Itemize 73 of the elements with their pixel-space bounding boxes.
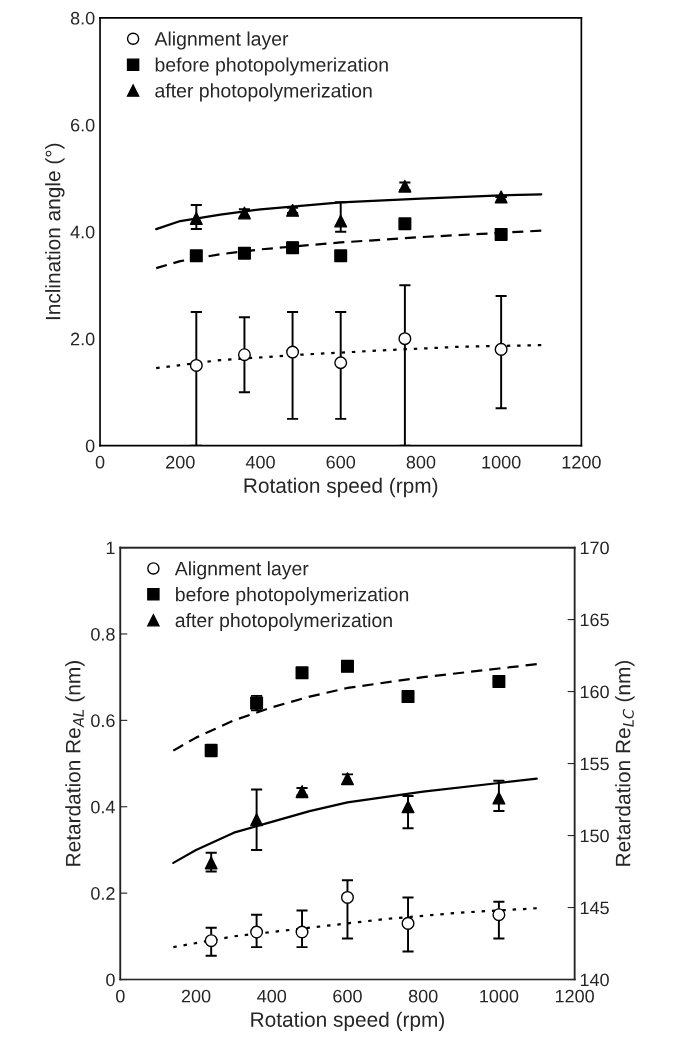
line-series — [172, 663, 538, 752]
x-tick-label: 400 — [257, 989, 287, 1003]
x-tick-label: 1000 — [482, 455, 521, 469]
point — [204, 934, 218, 948]
x-axis-title: Rotation speed (rpm) — [251, 1011, 445, 1032]
point — [492, 908, 506, 922]
x-tick-label: 800 — [406, 455, 436, 469]
point — [334, 249, 348, 263]
legend-label: before photopolymerization — [176, 587, 409, 606]
point — [401, 916, 415, 930]
y-tick-label: 6.0 — [71, 118, 95, 132]
y2-tick-label: 145 — [580, 901, 609, 915]
point — [189, 211, 203, 225]
x-axis-title: Rotation speed (rpm) — [244, 477, 438, 498]
y2-axis-title: Retardation Re$_{LC}$ (nm) — [615, 661, 635, 866]
point — [401, 690, 415, 704]
point — [398, 332, 412, 346]
point — [340, 659, 354, 673]
y2-tick-label: 170 — [580, 541, 609, 555]
x-tick-label: 0 — [116, 989, 125, 1003]
x-tick-label: 1000 — [480, 989, 519, 1003]
y-tick-label: 0.6 — [91, 714, 115, 728]
point — [250, 925, 264, 939]
point — [494, 227, 508, 241]
y-tick-label: 0.8 — [91, 627, 115, 641]
point — [492, 791, 506, 805]
y-tick-label: 0.4 — [91, 800, 115, 814]
x-tick-label: 1200 — [555, 989, 594, 1003]
y-axis-title: Retardation Re$_{AL}$ (nm) — [65, 661, 85, 866]
point — [334, 214, 348, 228]
y-tick-label: 4.0 — [70, 225, 95, 239]
x-tick-label: 1200 — [562, 455, 601, 469]
legend-label: before photopolymerization — [155, 57, 388, 76]
y2-tick-label: 140 — [580, 973, 609, 987]
y-tick-label: 0 — [85, 439, 95, 453]
point — [334, 356, 348, 370]
legend-label: after photopolymerization — [155, 83, 372, 102]
y2-tick-label: 150 — [580, 829, 609, 843]
x-tick-label: 200 — [166, 455, 195, 469]
line-series — [172, 777, 538, 865]
y-tick-label: 0 — [106, 973, 115, 987]
y-tick-label: 2.0 — [71, 332, 95, 346]
point — [204, 856, 218, 870]
point — [340, 890, 354, 904]
x-tick-label: 800 — [408, 989, 438, 1003]
point — [286, 345, 300, 359]
point — [189, 358, 203, 372]
point — [237, 246, 251, 260]
legend-label: Alignment layer — [154, 31, 289, 50]
y2-tick-label: 155 — [580, 757, 609, 771]
y-axis-title: Inclination angle (°) — [45, 143, 65, 320]
y2-tick-label: 165 — [580, 613, 609, 627]
y2-tick-label: 160 — [580, 685, 609, 699]
point — [189, 249, 203, 263]
x-tick-label: 400 — [245, 455, 275, 469]
point — [250, 813, 264, 827]
point — [237, 348, 251, 362]
line-series — [155, 229, 543, 270]
y-tick-label: 1 — [106, 541, 115, 555]
y-tick-label: 8.0 — [70, 11, 95, 25]
point — [295, 925, 309, 939]
point — [494, 342, 508, 356]
x-tick-label: 600 — [333, 989, 362, 1003]
legend-label: Alignment layer — [174, 561, 309, 580]
x-tick-label: 200 — [181, 989, 211, 1003]
point — [401, 800, 415, 814]
point — [494, 190, 508, 204]
legend-label: after photopolymerization — [175, 612, 392, 632]
x-tick-label: 600 — [326, 455, 356, 469]
point — [492, 674, 506, 688]
y-tick-label: 0.2 — [91, 887, 115, 900]
point — [398, 217, 412, 231]
point — [295, 666, 309, 680]
